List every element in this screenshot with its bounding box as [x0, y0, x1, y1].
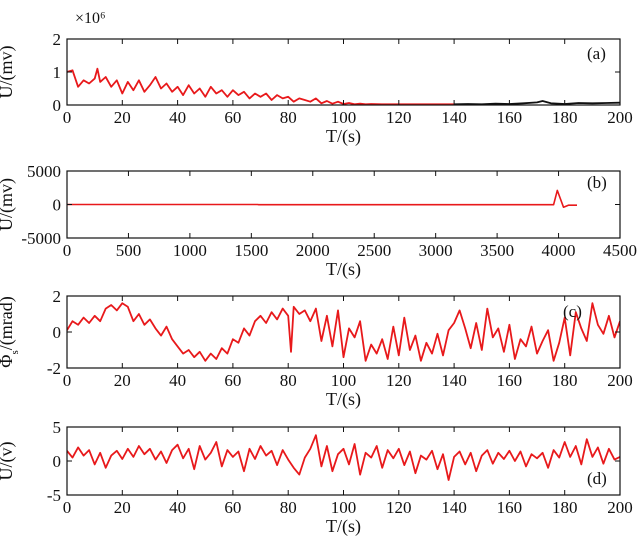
panel-c-xtick-label: 160 [497, 371, 523, 390]
panel-b-xtick-label: 2000 [296, 241, 330, 260]
panel-b-xtick-label: 3000 [419, 241, 453, 260]
panel-c-xtick-label: 20 [114, 371, 131, 390]
panel-a-xtick-label: 100 [331, 108, 357, 127]
panel-b: 0 500 1000 1500 2000 2500 3000 3500 4000 4500 -500… [0, 162, 637, 280]
panel-b-xtick-label: 3500 [480, 241, 514, 260]
panel-d-xtick-label: 20 [114, 498, 131, 517]
panel-b-xtick-label: 2500 [357, 241, 391, 260]
panel-c-x-axis-title: T/(s) [326, 389, 361, 410]
panel-c-xtick-label: 120 [386, 371, 412, 390]
panel-d-panel-label: (d) [587, 469, 607, 488]
panel-d-xtick-label: 0 [63, 498, 72, 517]
panel-c-xtick-label: 100 [331, 371, 357, 390]
panel-a-xtick-label: 160 [497, 108, 523, 127]
panel-d-xtick-label: 40 [169, 498, 186, 517]
panel-b-xtick-label: 4000 [542, 241, 576, 260]
panel-a-xtick-label: 60 [224, 108, 241, 127]
panel-a: 0 20 40 60 80 100 120 140 160 180 200 0 1 2 T/(s) U/(mv… [0, 10, 633, 147]
panel-b-x-axis-title: T/(s) [326, 259, 361, 280]
panel-d-xtick-label: 140 [441, 498, 467, 517]
panel-c-xtick-label: 80 [280, 371, 297, 390]
panel-a-frame [66, 38, 621, 106]
panel-c-ytick-label: 2 [53, 287, 62, 306]
panel-b-series-red [67, 189, 577, 208]
panel-b-y-axis-title: U/(mv) [0, 178, 17, 231]
panel-d-frame [66, 426, 621, 496]
panel-a-xtick-label: 40 [169, 108, 186, 127]
panel-c-ytick-label: 0 [53, 323, 62, 342]
panel-b-xtick-label: 0 [63, 241, 72, 260]
panel-b-xtick-label: 4500 [603, 241, 637, 260]
panel-a-xtick-label: 200 [607, 108, 633, 127]
panel-a-series-black [454, 100, 620, 105]
panel-d-xtick-label: 160 [497, 498, 523, 517]
panel-c-panel-label: (c) [563, 302, 582, 321]
panel-d-xtick-label: 180 [552, 498, 578, 517]
panel-b-ytick-label: 5000 [27, 162, 61, 181]
panel-c-ytick-label: -2 [47, 359, 61, 378]
panel-d-x-axis-title: T/(s) [326, 516, 361, 537]
panel-d-xtick-label: 120 [386, 498, 412, 517]
panel-d-series-red [67, 434, 620, 481]
panel-c-y-axis-title-rest: /(mrad) [0, 296, 17, 350]
panel-d-ytick-label: 5 [53, 418, 62, 437]
panel-d-xtick-label: 200 [607, 498, 633, 517]
panel-b-ytick-label: -5000 [21, 229, 61, 248]
panel-c-series-red [67, 302, 620, 362]
panel-d-y-axis-title: U/(v) [0, 442, 17, 481]
panel-a-ytick-label: 0 [53, 96, 62, 115]
panel-a-xtick-label: 80 [280, 108, 297, 127]
panel-c-xtick-label: 40 [169, 371, 186, 390]
panel-c-y-axis-title-sub: s [9, 350, 21, 354]
panel-a-series-red [67, 67, 455, 105]
panel-c-xtick-label: 60 [224, 371, 241, 390]
panel-c-xtick-label: 180 [552, 371, 578, 390]
panel-a-x-axis-title: T/(s) [326, 126, 361, 147]
panel-a-ytick-label: 1 [53, 63, 62, 82]
panel-c: 020406080100120140160180200-202T/(s)Φs/(… [0, 287, 633, 410]
panel-a-xtick-label: 120 [386, 108, 412, 127]
panel-d-ytick-label: 0 [53, 452, 62, 471]
panel-d-ytick-label: -5 [47, 486, 61, 505]
panel-c-xtick-label: 0 [63, 371, 72, 390]
panel-d: 0 20 40 60 80 100 120 140 160 180 200-505T/(s)U/(v… [0, 418, 633, 537]
panel-c-y-axis-title-main: Φ [0, 355, 16, 368]
panel-c-xtick-label: 140 [441, 371, 467, 390]
panel-a-multiplier: ×10⁶ [75, 10, 106, 27]
panel-c-y-axis-title: Φs/(mrad) [0, 296, 21, 367]
panel-b-xtick-label: 1500 [234, 241, 268, 260]
panel-c-xtick-label: 200 [607, 371, 633, 390]
panel-b-panel-label: (b) [587, 173, 607, 192]
panel-d-xtick-label: 80 [280, 498, 297, 517]
panel-a-xtick-label: 140 [441, 108, 467, 127]
panel-b-xtick-label: 1000 [173, 241, 207, 260]
panel-a-xtick-label: 180 [552, 108, 578, 127]
panel-a-xtick-label: 20 [114, 108, 131, 127]
panel-a-panel-label: (a) [587, 44, 606, 63]
panel-b-ytick-label: 0 [53, 196, 62, 215]
panel-a-y-axis-title: U/(mv) [0, 46, 17, 99]
panel-b-xtick-label: 500 [116, 241, 142, 260]
panel-d-xtick-label: 60 [224, 498, 241, 517]
panel-d-xtick-label: 100 [331, 498, 357, 517]
panel-a-xtick-label: 0 [63, 108, 72, 127]
panel-a-ytick-label: 2 [53, 30, 62, 49]
